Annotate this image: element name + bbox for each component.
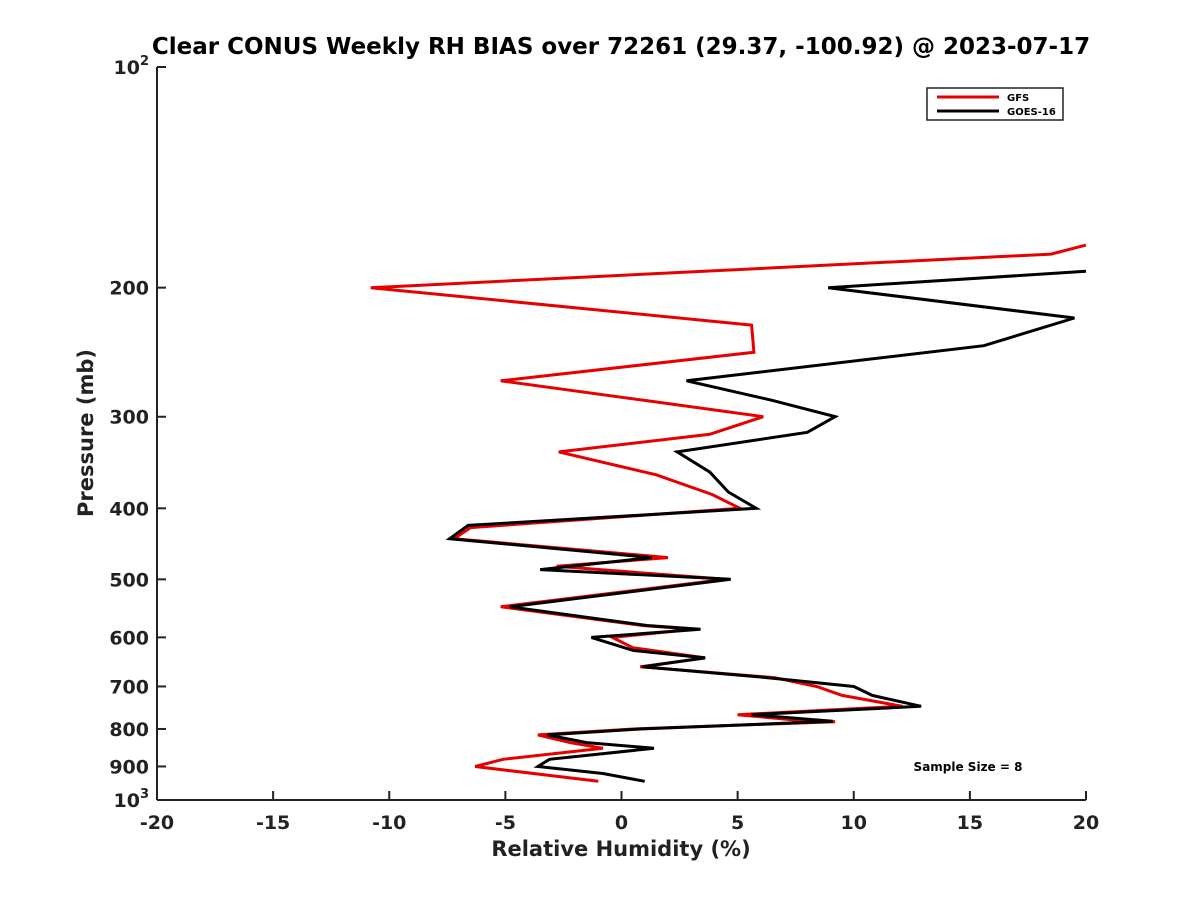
y-tick-label: 500	[109, 569, 149, 591]
y-tick-label-base: 300	[109, 407, 149, 429]
y-tick-label: 900	[109, 756, 149, 778]
x-tick-label: -10	[372, 812, 406, 834]
y-tick-label: 400	[109, 498, 149, 520]
y-tick-label: 200	[109, 278, 149, 300]
x-tick-label: 15	[957, 812, 983, 834]
y-tick-label-exponent: 2	[140, 54, 149, 69]
y-tick-label-base: 900	[109, 756, 149, 778]
y-tick-label: 600	[109, 627, 149, 649]
y-tick-label-base: 10	[114, 57, 140, 79]
x-tick-label: 10	[841, 812, 867, 834]
y-tick-label-base: 800	[109, 719, 149, 741]
x-tick-label: 0	[615, 812, 628, 834]
x-tick-label: 20	[1073, 812, 1099, 834]
legend-label: GOES-16	[1007, 107, 1056, 118]
y-tick-label-base: 200	[109, 278, 149, 300]
y-tick-label-exponent: 3	[140, 787, 149, 802]
chart-title: Clear CONUS Weekly RH BIAS over 72261 (2…	[152, 34, 1090, 60]
y-tick-label-base: 400	[109, 498, 149, 520]
legend: GFS GOES-16	[926, 87, 1064, 121]
y-tick-label-base: 10	[114, 790, 140, 812]
y-tick-label: 103	[114, 787, 150, 812]
y-axis-label: Pressure (mb)	[74, 349, 98, 517]
y-tick-label: 800	[109, 719, 149, 741]
y-tick-label: 700	[109, 676, 149, 698]
y-tick-label-base: 700	[109, 676, 149, 698]
legend-label: GFS	[1007, 93, 1029, 104]
series-layer	[370, 243, 1087, 783]
x-tick-label: -5	[495, 812, 516, 834]
y-tick-label: 102	[114, 54, 150, 79]
x-axis: -20 -15 -10 -5 0 5 10 15 20	[140, 791, 1099, 834]
series-line-goes-16	[445, 269, 1087, 783]
y-tick-label-base: 500	[109, 569, 149, 591]
x-axis-label: Relative Humidity (%)	[491, 837, 750, 861]
series-line-gfs	[370, 243, 1087, 783]
x-tick-label: 5	[731, 812, 744, 834]
y-tick-label-base: 600	[109, 627, 149, 649]
legend-box	[926, 87, 1064, 121]
y-tick-label: 300	[109, 407, 149, 429]
sample-size-annotation: Sample Size = 8	[914, 760, 1023, 774]
x-tick-label: -20	[140, 812, 174, 834]
x-tick-label: -15	[256, 812, 290, 834]
